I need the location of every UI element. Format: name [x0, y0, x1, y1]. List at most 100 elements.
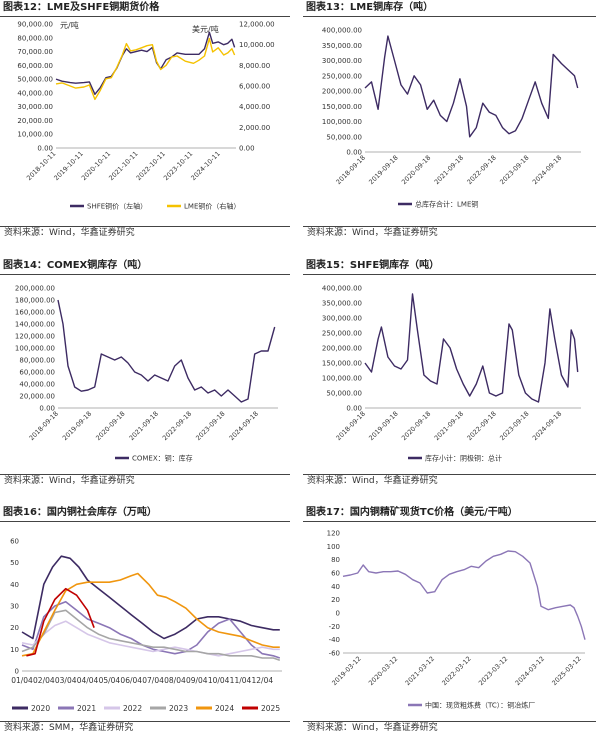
y-axis-ticks: 0.00 10,000.00 20,000.00 30,000.00 40,000.00…	[17, 21, 53, 153]
x-tick-label: 06/04	[120, 676, 142, 685]
chart-title: 图表15：SHFE铜库存（吨）	[303, 258, 596, 275]
x-tick-label: 2022-09-18	[465, 410, 497, 442]
y-tick-label: 40,000.00	[17, 89, 53, 97]
chart-title: 图表12：LME及SHFE铜期货价格	[0, 0, 290, 17]
x-tick-label: 2020-03-12	[367, 655, 399, 687]
y-tick-label: 140,000.00	[15, 321, 55, 329]
source-note: 资料来源：Wind，华鑫证券研究	[0, 226, 290, 241]
series-line	[364, 293, 579, 403]
series-line	[21, 555, 280, 640]
x-tick-label: 2024-03-12	[514, 655, 546, 687]
x-tick-label: 11/04	[230, 676, 252, 685]
series-line	[342, 550, 586, 640]
left-unit-label: 元/吨	[60, 20, 79, 30]
y2-tick-label: 0.00	[239, 145, 255, 153]
x-tick-label: 2019-09-18	[367, 154, 399, 186]
y-tick-label: 50,000.00	[17, 76, 53, 84]
y-tick-label: 160,000.00	[15, 309, 55, 317]
y-axis-ticks: 0 10 20 30 40 50 60	[10, 538, 19, 676]
series-group	[55, 31, 236, 101]
x-tick-label: 2018-09-18	[28, 410, 60, 442]
series-group	[364, 293, 579, 403]
x-tick-label: 2022-03-12	[440, 655, 472, 687]
panel-shfe-inventory: 图表15：SHFE铜库存（吨） 0.00 50,000.00 100,000.00 1…	[303, 258, 596, 490]
y-tick-label: 250,000.00	[322, 330, 362, 338]
x-tick-label: 2022-09-18	[161, 410, 193, 442]
y-axis-ticks: 0.00 50,000.00 100,000.00 150,000.00 200,000…	[322, 27, 362, 157]
x-tick-label: 07/04	[142, 676, 164, 685]
y-tick-label: 100,000.00	[322, 375, 362, 383]
y-tick-label: 90,000.00	[17, 21, 53, 29]
x-axis-ticks: 2018-10-112019-10-112020-10-112021-10-11…	[25, 150, 222, 182]
y-tick-label: 0.00	[346, 149, 362, 157]
x-tick-label: 2018-09-18	[335, 154, 367, 186]
series-line	[21, 609, 281, 661]
legend-label: 总库存合计：LME铜	[415, 200, 478, 209]
y2-tick-label: 2,000.00	[239, 124, 270, 132]
social-inventory-chart: 0 10 20 30 40 50 60 01/04 02/04 03/04 04/04 05/04 06…	[10, 538, 282, 713]
legend-label: 2021	[77, 704, 96, 713]
panel-lme-shfe-price: 图表12：LME及SHFE铜期货价格 0.00 10,000.00 20,000.0…	[0, 0, 290, 242]
legend: 总库存合计：LME铜	[398, 200, 478, 209]
y-axis-ticks: 0.00 50,000.00 100,000.00 150,000.00 200,000…	[322, 285, 362, 413]
source-note: 资料来源：Wind，华鑫证券研究	[0, 474, 290, 489]
y2-tick-label: 12,000.00	[239, 21, 275, 29]
x-tick-label: 2024-09-18	[531, 410, 563, 442]
x-axis-ticks: 2018-09-18 2019-09-18 2020-09-18 2021-09-18…	[28, 410, 260, 442]
chart-title: 图表16：国内铜社会库存（万吨）	[0, 505, 290, 522]
x-tick-label: 05/04	[99, 676, 121, 685]
y-tick-label: 200,000.00	[322, 88, 362, 96]
y-tick-label: 150,000.00	[322, 103, 362, 111]
tc-price-chart: -60 -40 -20 0 20 40 60 80 100 120 2019-03-12 2020-0…	[327, 530, 586, 710]
chart-title: 图表14：COMEX铜库存（吨）	[0, 258, 290, 275]
x-tick-label: 2020-09-18	[94, 410, 126, 442]
y-tick-label: 60,000.00	[17, 62, 53, 70]
y-tick-label: 10	[10, 646, 19, 654]
series-line	[21, 572, 280, 657]
legend: 2020 2021 2022 2023 2024 2025	[12, 704, 280, 713]
y-tick-label: 100,000.00	[15, 345, 55, 353]
y-tick-label: 20	[10, 624, 19, 632]
x-tick-label: 10/04	[208, 676, 230, 685]
series-line	[364, 35, 579, 138]
series-line	[26, 587, 95, 657]
y-tick-label: 80,000.00	[17, 34, 53, 42]
y2-tick-label: 10,000.00	[239, 41, 275, 49]
legend-label: 中国：现货粗炼费（TC）：铜冶炼厂	[425, 701, 535, 710]
x-tick-label: 2023-09-18	[498, 410, 530, 442]
y-tick-label: 80	[331, 556, 340, 564]
legend-label: 2020	[31, 704, 50, 713]
y-tick-label: 30,000.00	[17, 103, 53, 111]
y-tick-label: 250,000.00	[322, 72, 362, 80]
y2-tick-label: 4,000.00	[239, 103, 270, 111]
price-chart: 0.00 10,000.00 20,000.00 30,000.00 40,000.00…	[17, 20, 275, 211]
y-tick-label: 70,000.00	[17, 48, 53, 56]
legend: COMEX：铜：库存	[115, 454, 193, 463]
x-tick-label: 2022-09-18	[465, 154, 497, 186]
lme-inventory-chart: 0.00 50,000.00 100,000.00 150,000.00 200,000…	[322, 27, 581, 209]
y-tick-label: 80,000.00	[19, 357, 55, 365]
right-unit-label: 美元/吨	[192, 24, 219, 34]
series-group	[21, 555, 281, 661]
y-tick-label: 0	[336, 610, 340, 618]
panel-lme-inventory: 图表13：LME铜库存（吨） 0.00 50,000.00 100,000.00 15…	[303, 0, 596, 242]
legend: 中国：现货粗炼费（TC）：铜冶炼厂	[408, 701, 535, 710]
y-tick-label: 120	[327, 530, 340, 538]
y-tick-label: 350,000.00	[322, 300, 362, 308]
y-tick-label: -40	[329, 636, 340, 644]
y-tick-label: -20	[329, 623, 340, 631]
y-tick-label: 200,000.00	[15, 285, 55, 293]
x-tick-label: 09/04	[186, 676, 208, 685]
y-tick-label: 350,000.00	[322, 42, 362, 50]
legend-label: 2025	[261, 704, 280, 713]
x-tick-label: 04/04	[77, 676, 99, 685]
y-tick-label: 300,000.00	[322, 57, 362, 65]
x-tick-label: 2023-09-18	[498, 154, 530, 186]
legend: 库存小计：阴极铜：总计	[408, 454, 502, 463]
series-line	[57, 299, 276, 403]
y-tick-label: 120,000.00	[15, 333, 55, 341]
x-tick-label: 2024-09-18	[228, 410, 260, 442]
legend-label: COMEX：铜：库存	[132, 454, 193, 463]
y-tick-label: 0.00	[37, 145, 53, 153]
y-tick-label: 400,000.00	[322, 285, 362, 293]
